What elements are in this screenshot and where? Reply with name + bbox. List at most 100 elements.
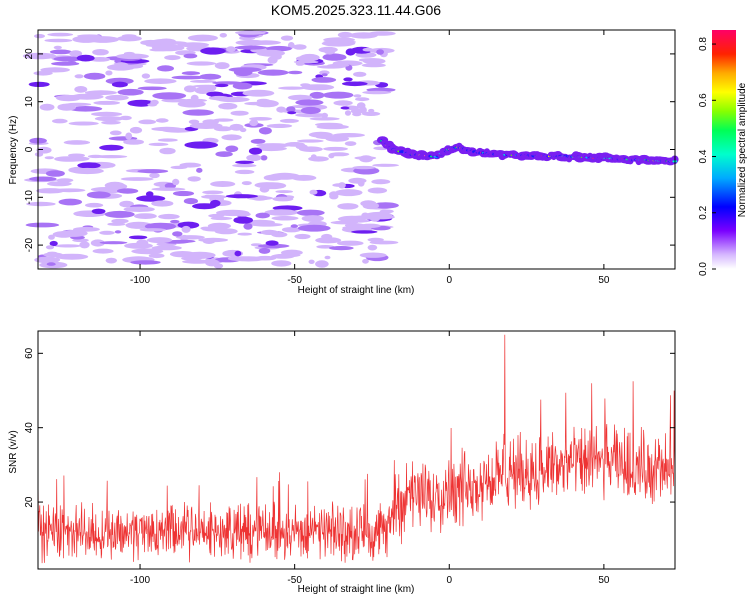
noise-blob: [343, 77, 353, 82]
noise-blob: [218, 102, 238, 110]
noise-blob: [213, 126, 233, 132]
x-tick-label: -100: [130, 275, 150, 286]
x-tick-label: -100: [130, 575, 150, 586]
noise-blob: [182, 109, 214, 116]
noise-blob: [111, 81, 128, 88]
noise-blob: [147, 103, 158, 107]
noise-blob: [361, 111, 381, 117]
noise-blob: [172, 190, 195, 197]
noise-blob: [264, 209, 299, 216]
noise-blob: [74, 74, 84, 79]
noise-blob: [99, 144, 124, 151]
noise-blob: [151, 126, 183, 132]
noise-blob: [362, 202, 379, 210]
noise-blob: [131, 248, 164, 255]
noise-blob: [321, 233, 333, 240]
noise-blob: [188, 119, 200, 125]
spectrogram-signal: [377, 136, 679, 166]
noise-blob: [159, 147, 176, 155]
noise-blob: [293, 44, 307, 50]
noise-blob: [116, 188, 139, 194]
noise-blob: [94, 116, 124, 122]
noise-blob: [177, 100, 206, 108]
noise-blob: [151, 187, 186, 191]
noise-blob: [152, 92, 187, 100]
noise-blob: [134, 213, 157, 220]
noise-blob: [281, 249, 303, 256]
noise-blob: [202, 190, 224, 195]
noise-blob: [355, 97, 370, 102]
noise-blob: [136, 195, 166, 202]
noise-blob: [164, 55, 181, 61]
noise-blob: [190, 94, 199, 102]
x-tick-label: -50: [287, 275, 302, 286]
noise-blob: [284, 142, 305, 147]
noise-blob: [324, 255, 331, 260]
noise-blob: [271, 260, 292, 267]
noise-blob: [183, 53, 198, 59]
snr-ylabel: SNR (v/v): [8, 430, 19, 473]
noise-blob: [237, 232, 252, 236]
noise-blob: [359, 155, 374, 163]
noise-blob: [207, 222, 231, 230]
noise-blob: [367, 237, 384, 242]
spectrogram-xlabel: Height of straight line (km): [298, 285, 415, 296]
figure-title: KOM5.2025.323.11.44.G06: [271, 2, 441, 18]
noise-blob: [198, 237, 229, 243]
noise-blob: [194, 87, 212, 94]
noise-blob: [196, 167, 203, 173]
y-tick-label: 60: [24, 347, 35, 359]
noise-blob: [234, 45, 267, 50]
noise-blob: [186, 61, 217, 66]
noise-blob: [318, 46, 338, 53]
spectrogram-ylabel: Frequency (Hz): [8, 116, 19, 185]
colorbar-tick-label: 0.8: [698, 37, 709, 51]
noise-blob: [248, 147, 263, 155]
noise-blob: [276, 106, 287, 113]
noise-blob: [144, 78, 177, 84]
noise-blob: [241, 181, 252, 186]
noise-blob: [210, 181, 236, 187]
noise-blob: [22, 52, 57, 60]
noise-blob: [65, 140, 88, 144]
noise-blob: [36, 146, 52, 154]
noise-blob: [278, 86, 306, 90]
noise-blob: [309, 91, 325, 99]
noise-blob: [156, 41, 188, 45]
noise-blob: [34, 256, 61, 264]
noise-blob: [294, 233, 311, 240]
colorbar-gradient: [712, 30, 736, 269]
noise-blob: [225, 194, 258, 199]
noise-blob: [184, 86, 194, 92]
noise-blob: [151, 44, 185, 52]
noise-blob: [54, 244, 82, 248]
noise-blob: [199, 73, 222, 80]
noise-blob: [295, 112, 329, 118]
noise-blob: [187, 34, 218, 42]
noise-blob: [145, 191, 154, 197]
noise-blob: [117, 88, 144, 96]
noise-blob: [280, 35, 294, 41]
noise-blob: [137, 86, 167, 91]
noise-blob: [344, 110, 352, 116]
noise-blob: [311, 77, 337, 83]
x-tick-label: 0: [446, 575, 452, 586]
snr-panel: -100 -50 0 50 20 40 60 Height of straight line…: [8, 330, 676, 595]
noise-blob: [117, 35, 142, 42]
noise-blob: [295, 99, 324, 106]
noise-blob: [315, 122, 343, 127]
noise-blob: [111, 218, 129, 224]
noise-blob: [342, 81, 368, 87]
noise-blob: [155, 118, 169, 123]
noise-blob: [95, 155, 128, 159]
noise-blob: [181, 225, 191, 233]
noise-blob: [226, 46, 236, 53]
noise-blob: [187, 176, 201, 182]
noise-blob: [113, 62, 129, 69]
noise-blob: [84, 90, 117, 96]
noise-blob: [91, 208, 106, 214]
noise-blob: [322, 53, 347, 61]
noise-blob: [321, 73, 328, 77]
colorbar-tick-label: 0.6: [698, 93, 709, 107]
